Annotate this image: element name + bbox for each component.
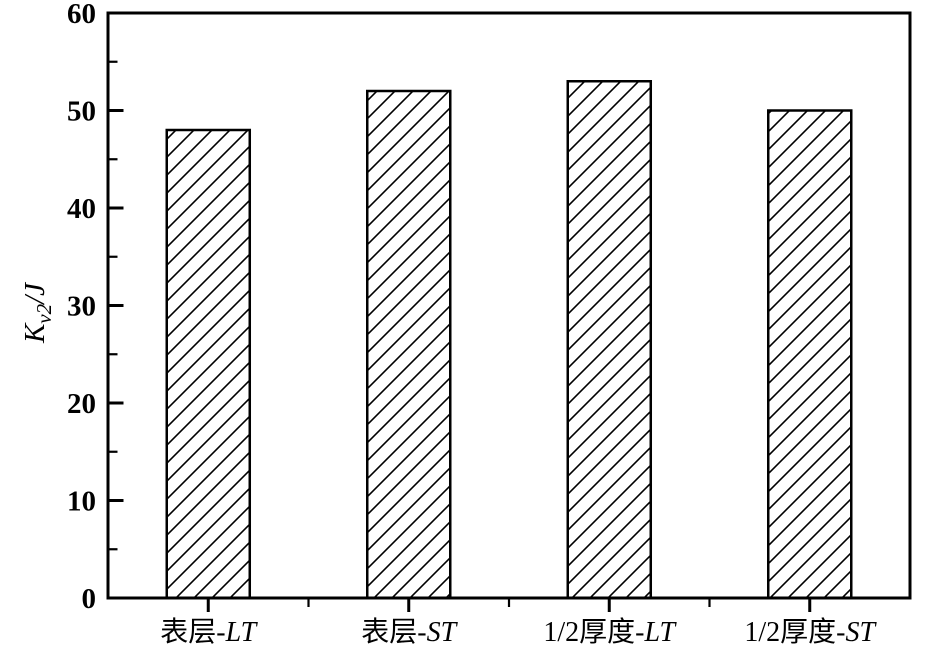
- y-tick-label: 20: [67, 388, 96, 420]
- y-tick-label: 10: [67, 486, 96, 518]
- y-tick-label: 40: [67, 193, 96, 225]
- plot-border: [106, 11, 912, 600]
- y-axis-label: Kv2/J: [19, 282, 56, 344]
- x-tick-label-3: 1/2厚度-ST: [744, 616, 877, 648]
- x-tick-label-1: 表层-ST: [361, 616, 458, 648]
- bar-2: [566, 80, 653, 600]
- bar-1: [366, 89, 452, 600]
- bar-0: [165, 128, 252, 600]
- x-tick-label-2: 1/2厚度-LT: [543, 616, 677, 648]
- y-tick-label: 0: [82, 583, 97, 615]
- y-tick-label: 30: [67, 291, 96, 323]
- bar-3: [767, 109, 853, 600]
- y-tick-label: 60: [67, 0, 96, 30]
- y-tick-label: 50: [67, 96, 96, 128]
- x-tick-label-0: 表层-LT: [160, 616, 258, 648]
